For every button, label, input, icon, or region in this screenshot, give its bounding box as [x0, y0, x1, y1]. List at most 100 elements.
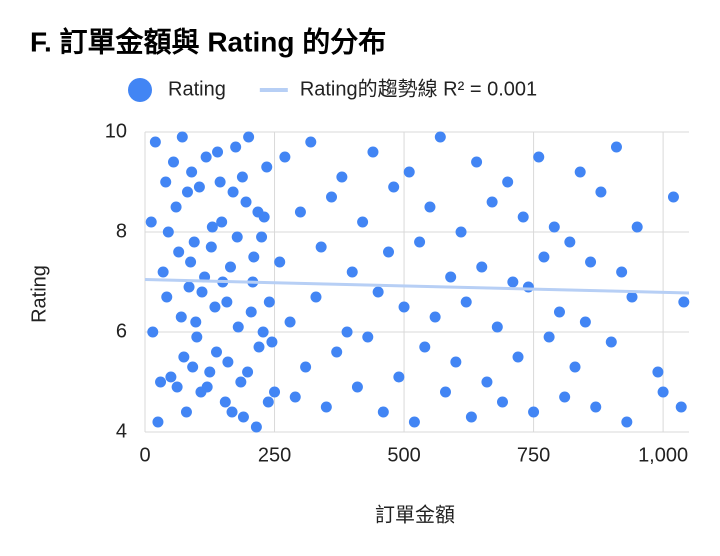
point: [235, 376, 247, 388]
point: [289, 391, 301, 403]
point: [161, 291, 173, 303]
trend-line: [144, 278, 690, 295]
point: [419, 341, 431, 353]
point: [155, 376, 167, 388]
point: [429, 311, 441, 323]
point: [486, 196, 498, 208]
point: [605, 336, 617, 348]
point: [507, 276, 519, 288]
legend-label: Rating: [168, 78, 226, 100]
point: [543, 331, 555, 343]
point: [274, 256, 286, 268]
point: [147, 326, 159, 338]
point: [569, 361, 581, 373]
point: [626, 291, 638, 303]
point: [204, 366, 216, 378]
point: [212, 146, 224, 158]
point: [178, 351, 190, 363]
x-tick-label: 0: [139, 444, 150, 466]
y-tick-label: 10: [105, 120, 127, 142]
point: [245, 306, 257, 318]
point: [553, 306, 565, 318]
point: [336, 171, 348, 183]
point: [145, 216, 157, 228]
point: [320, 401, 332, 413]
point: [190, 316, 202, 328]
point: [227, 186, 239, 198]
point: [388, 181, 400, 193]
point: [548, 221, 560, 233]
point: [657, 386, 669, 398]
point: [248, 251, 260, 263]
point: [195, 386, 207, 398]
point: [224, 261, 236, 273]
x-tick-label: 250: [258, 444, 291, 466]
point: [455, 226, 467, 238]
point: [574, 166, 586, 178]
point: [219, 396, 231, 408]
point: [193, 181, 205, 193]
point: [491, 321, 503, 333]
point: [502, 176, 514, 188]
point: [326, 191, 338, 203]
point: [170, 201, 182, 213]
legend-swatch: [128, 78, 152, 102]
point: [165, 371, 177, 383]
point: [398, 301, 410, 313]
point: [667, 191, 679, 203]
point: [149, 136, 161, 148]
point: [266, 336, 278, 348]
point: [243, 131, 255, 143]
point: [434, 131, 446, 143]
point: [346, 266, 358, 278]
point: [186, 166, 198, 178]
point: [585, 256, 597, 268]
legend-label: Rating的趨勢線 R² = 0.001: [300, 77, 537, 100]
point: [621, 416, 633, 428]
point: [331, 346, 343, 358]
point: [262, 396, 274, 408]
point: [232, 321, 244, 333]
point: [226, 406, 238, 418]
point: [393, 371, 405, 383]
point: [242, 366, 254, 378]
point: [160, 176, 172, 188]
point: [253, 341, 265, 353]
point: [476, 261, 488, 273]
point: [167, 156, 179, 168]
point: [528, 406, 540, 418]
point: [631, 221, 643, 233]
point: [450, 356, 462, 368]
point: [310, 291, 322, 303]
x-tick-label: 1,000: [638, 444, 688, 466]
point: [252, 206, 264, 218]
point: [362, 331, 374, 343]
point: [230, 141, 242, 153]
point: [517, 211, 529, 223]
point: [652, 366, 664, 378]
point: [205, 241, 217, 253]
point: [460, 296, 472, 308]
point: [261, 161, 273, 173]
point: [300, 361, 312, 373]
point: [257, 326, 269, 338]
point: [367, 146, 379, 158]
point: [610, 141, 622, 153]
point: [187, 361, 199, 373]
point: [424, 201, 436, 213]
point: [173, 246, 185, 258]
point: [512, 351, 524, 363]
point: [209, 301, 221, 313]
point: [240, 196, 252, 208]
point: [383, 246, 395, 258]
point: [408, 416, 420, 428]
point: [559, 391, 571, 403]
point: [538, 251, 550, 263]
point: [152, 416, 164, 428]
point: [256, 231, 268, 243]
point: [496, 396, 508, 408]
point: [171, 381, 183, 393]
point: [595, 186, 607, 198]
point: [675, 401, 687, 413]
